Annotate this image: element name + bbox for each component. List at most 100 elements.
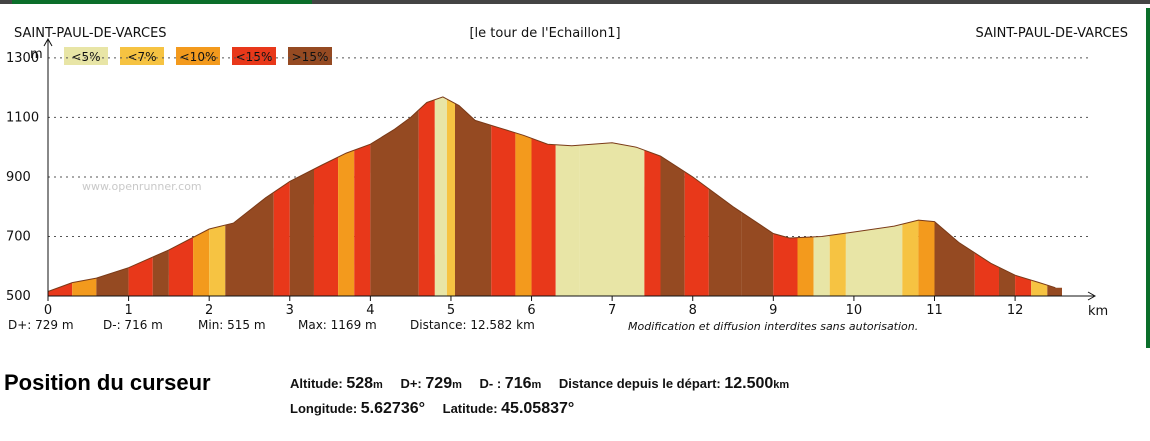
stat-d-plus: D+: 729 m <box>8 318 74 332</box>
route-name-label: [le tour de l'Echaillon1] <box>469 26 620 41</box>
profile-segment-12[interactable] <box>338 150 355 296</box>
x-tick-label-8: 8 <box>689 303 697 318</box>
profile-segment-8[interactable] <box>225 192 274 296</box>
cursor-dminus-label: D- : <box>479 376 502 391</box>
profile-segment-1[interactable] <box>72 278 97 296</box>
stat-min: Min: 515 m <box>198 318 266 332</box>
stat-distance: Distance: 12.582 km <box>410 318 535 332</box>
x-tick-label-10: 10 <box>846 303 863 318</box>
distance-from-start-value: 12.500 <box>724 375 774 392</box>
y-tick-label-0: 500 <box>6 289 31 304</box>
cursor-dplus-unit: m <box>452 379 462 391</box>
legend-swatch-4 <box>288 47 332 65</box>
profile-segment-29[interactable] <box>773 233 798 297</box>
profile-segment-39[interactable] <box>1015 275 1032 296</box>
cursor-dplus-label: D+: <box>400 376 422 391</box>
legend-swatch-3 <box>232 47 276 65</box>
distance-from-start-label: Distance depuis le départ: <box>558 376 721 391</box>
profile-segment-11[interactable] <box>313 157 339 296</box>
profile-segment-20[interactable] <box>515 132 532 296</box>
cursor-dminus-unit: m <box>531 379 542 391</box>
profile-segment-38[interactable] <box>998 267 1016 296</box>
legend-label-1: <7% <box>127 50 156 64</box>
elevation-profile-chart[interactable]: SAINT-PAUL-DE-VARCES [le tour de l'Echai… <box>0 0 1150 345</box>
longitude-value: 5.62736° <box>360 400 426 417</box>
altitude-label: Altitude: <box>290 376 343 391</box>
profile-segment-35[interactable] <box>918 220 935 296</box>
x-tick-label-3: 3 <box>286 303 294 318</box>
profile-segment-25[interactable] <box>660 156 685 296</box>
legend-label-3: <15% <box>236 50 273 64</box>
x-tick-label-5: 5 <box>447 303 455 318</box>
x-tick-label-2: 2 <box>205 303 213 318</box>
legend-swatch-2 <box>176 47 220 65</box>
profile-segment-34[interactable] <box>902 220 919 296</box>
profile-segment-13[interactable] <box>354 144 371 296</box>
profile-segment-23[interactable] <box>579 142 645 296</box>
x-tick-label-7: 7 <box>608 303 616 318</box>
cursor-line-2: Longitude: 5.62736° Latitude: 45.05837° <box>290 400 574 418</box>
x-tick-label-11: 11 <box>926 303 943 318</box>
profile-segment-18[interactable] <box>454 103 492 296</box>
y-tick-label-4: 1300 <box>6 51 39 66</box>
profile-segment-37[interactable] <box>974 252 999 296</box>
profile-segment-27[interactable] <box>708 188 742 296</box>
cursor-line-1: Altitude: 528m D+: 729m D- : 716m Distan… <box>290 375 789 393</box>
latitude-label: Latitude: <box>442 401 498 416</box>
altitude-unit: m <box>373 379 383 391</box>
stat-d-minus: D-: 716 m <box>103 318 163 332</box>
start-place-label: SAINT-PAUL-DE-VARCES <box>14 26 167 41</box>
profile-segment-9[interactable] <box>273 181 290 296</box>
profile-segment-4[interactable] <box>152 249 169 296</box>
y-axis-arrow <box>43 37 53 47</box>
distance-from-start-unit: km <box>773 379 790 391</box>
legend-label-4: >15% <box>292 50 329 64</box>
profile-segment-41[interactable] <box>1047 285 1062 296</box>
profile-segment-32[interactable] <box>829 233 846 296</box>
end-place-label: SAINT-PAUL-DE-VARCES <box>975 26 1128 41</box>
y-axis-unit: m <box>30 47 43 62</box>
gradient-legend: <5% <7% <10% <15% >15% <box>64 47 332 65</box>
x-axis-unit: km <box>1088 304 1108 319</box>
x-axis-arrow <box>1087 291 1097 301</box>
profile-segment-6[interactable] <box>193 229 210 296</box>
profile-segment-14[interactable] <box>370 110 419 296</box>
profile-segments[interactable] <box>48 96 1062 297</box>
x-tick-labels: 0 1 2 3 4 5 6 7 8 9 10 11 12 <box>44 296 1023 318</box>
profile-segment-7[interactable] <box>209 225 226 296</box>
profile-segment-21[interactable] <box>531 138 556 296</box>
profile-segment-33[interactable] <box>845 224 903 296</box>
x-tick-label-1: 1 <box>124 303 132 318</box>
x-tick-label-4: 4 <box>366 303 374 318</box>
y-tick-label-1: 700 <box>6 229 31 244</box>
profile-segment-5[interactable] <box>168 237 194 296</box>
axes <box>43 37 1097 301</box>
profile-segment-0[interactable] <box>48 282 73 296</box>
profile-segment-30[interactable] <box>797 236 814 296</box>
legend-label-2: <10% <box>180 50 217 64</box>
right-border <box>1146 8 1150 348</box>
profile-segment-22[interactable] <box>555 144 580 296</box>
profile-segment-28[interactable] <box>741 212 774 296</box>
profile-segment-2[interactable] <box>96 267 129 296</box>
y-tick-labels: 500 700 900 1100 1300 <box>6 51 39 304</box>
cursor-dminus-value: 716 <box>504 375 532 392</box>
profile-segment-26[interactable] <box>684 171 709 296</box>
profile-segment-31[interactable] <box>813 235 830 296</box>
longitude-label: Longitude: <box>290 401 358 416</box>
legend-swatch-1 <box>120 47 164 65</box>
top-border-accent <box>12 0 312 4</box>
y-tick-label-2: 900 <box>6 170 31 185</box>
profile-segment-36[interactable] <box>934 221 975 296</box>
profile-segment-16[interactable] <box>434 96 447 297</box>
watermark: www.openrunner.com <box>82 180 202 193</box>
profile-segment-19[interactable] <box>491 125 516 296</box>
cursor-section-title: Position du curseur <box>4 370 211 395</box>
profile-segment-24[interactable] <box>644 150 661 296</box>
profile-segment-3[interactable] <box>128 257 153 296</box>
profile-segment-15[interactable] <box>418 99 435 296</box>
cursor-dplus-value: 729 <box>425 375 453 392</box>
profile-segment-10[interactable] <box>289 169 314 296</box>
stat-max: Max: 1169 m <box>298 318 377 332</box>
profile-segment-17[interactable] <box>446 99 455 296</box>
